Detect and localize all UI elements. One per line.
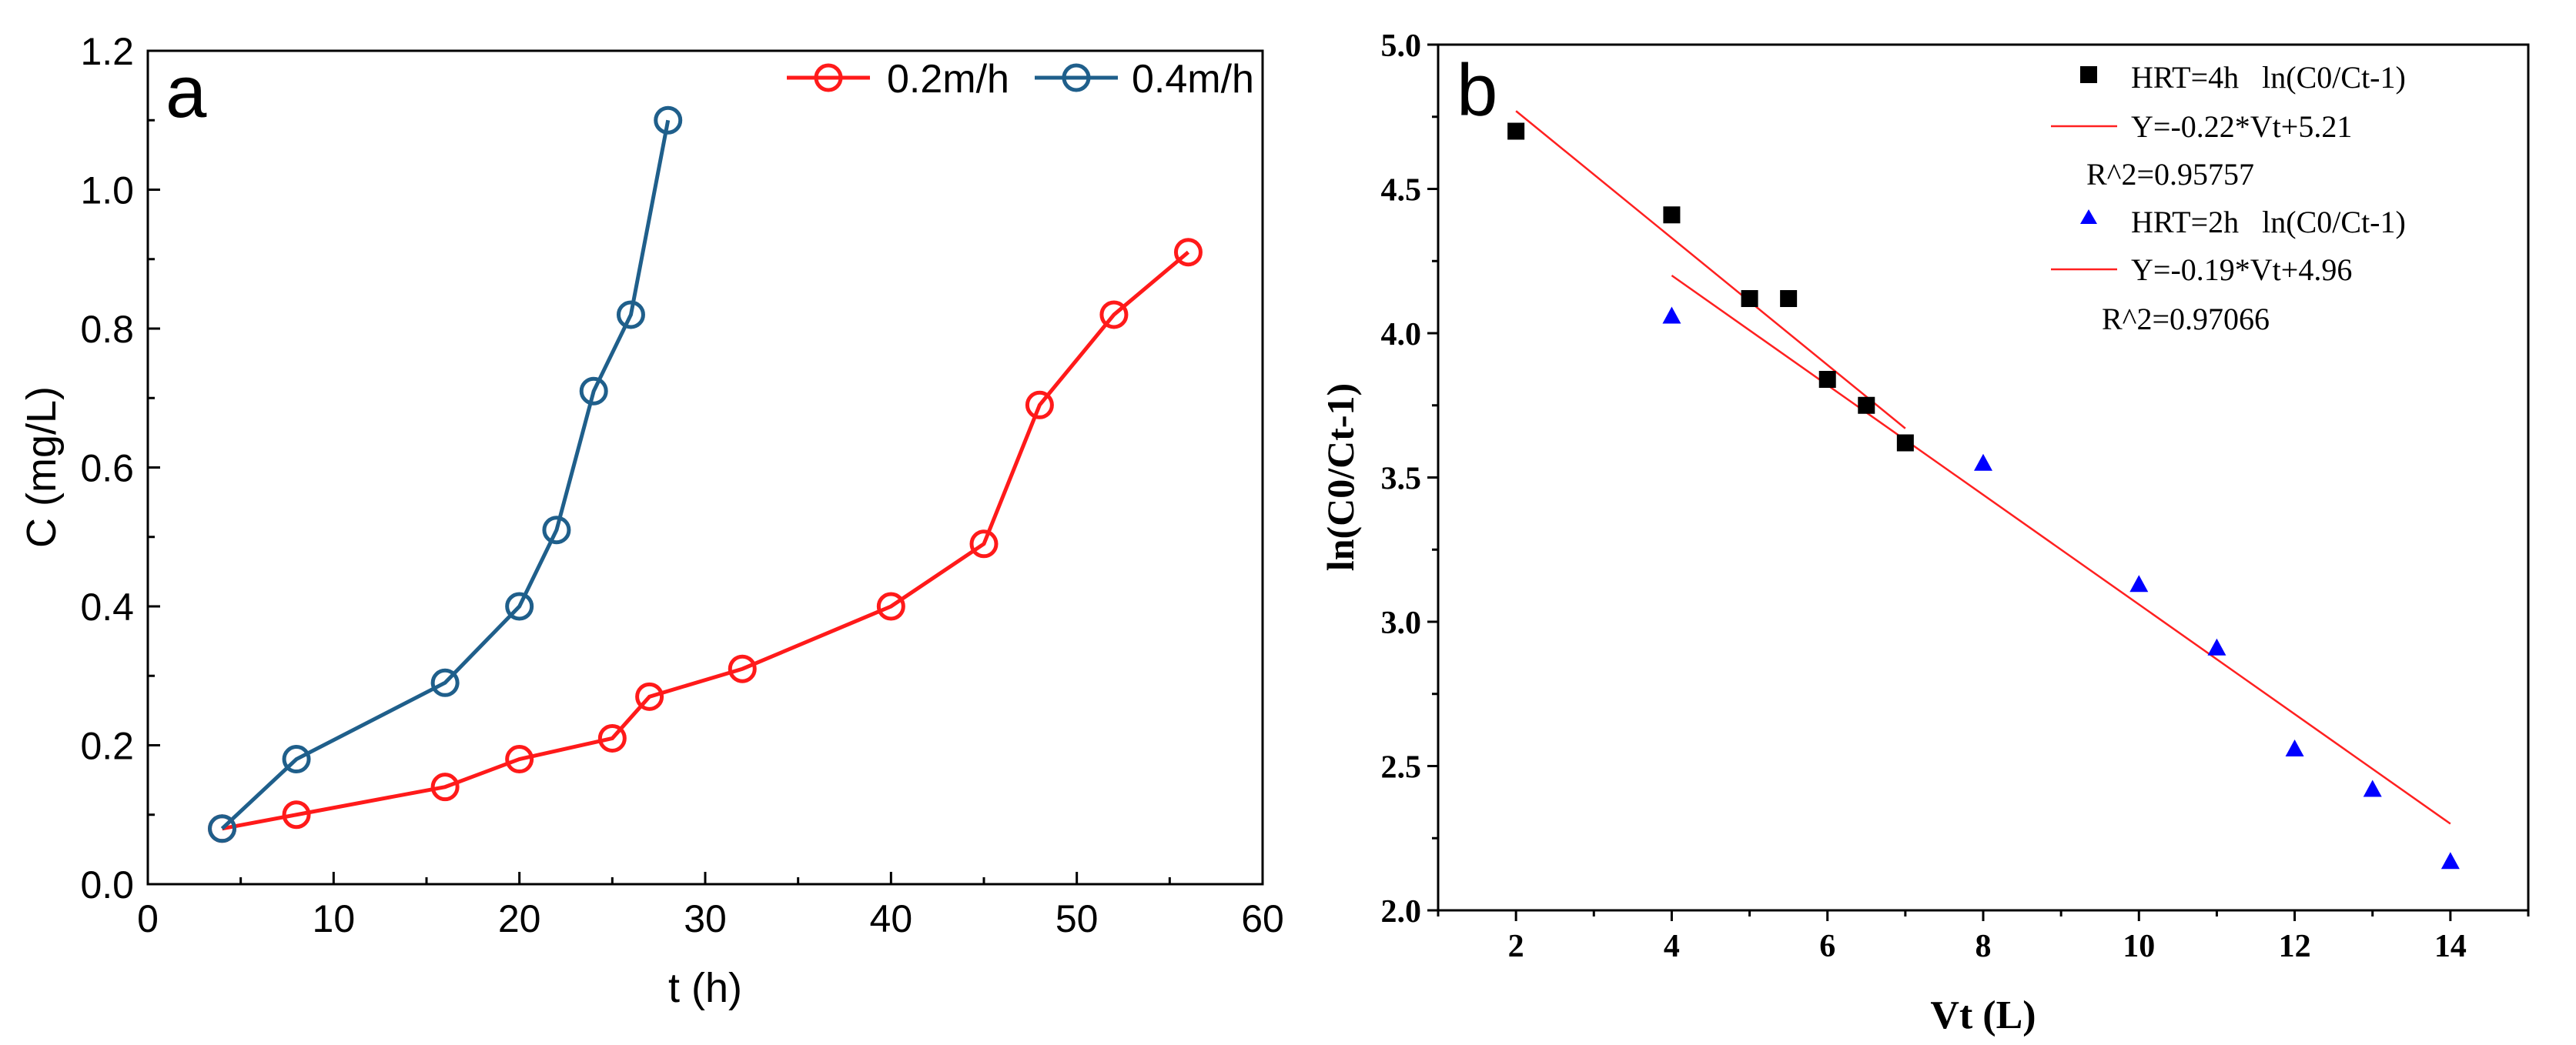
chart-b-x-tick-label: 14 — [2434, 929, 2467, 964]
data-point-0.4m/h — [430, 668, 460, 697]
chart-a-x-tick-label: 20 — [498, 897, 541, 940]
data-point-0.2m/h — [597, 723, 627, 753]
chart-b-x-tick-label: 2 — [1508, 929, 1524, 964]
chart-b-panel-label: b — [1457, 49, 1497, 132]
chart-b-x-tick-label: 12 — [2279, 929, 2311, 964]
chart-b-y-tick-label: 3.0 — [1381, 606, 1422, 641]
data-point-hrt2h — [1974, 453, 1992, 471]
data-point-0.2m/h — [282, 800, 311, 830]
fit-line-2 — [1671, 274, 2451, 825]
data-point-0.4m/h — [616, 300, 645, 329]
chart-b-fit-lines — [1515, 110, 2451, 825]
chart-b-ticks: 2 4 6 8 10 12 14 2.0 2.5 3.0 3.5 4.0 4.5 5.0 — [1381, 28, 2530, 964]
data-point-hrt4h — [1896, 434, 1914, 452]
data-point-0.4m/h — [654, 105, 683, 135]
chart-a-x-tick-label: 60 — [1241, 897, 1284, 940]
chart-b-x-tick-label: 4 — [1664, 929, 1680, 964]
data-point-0.2m/h — [876, 592, 905, 621]
chart-b-x-tick-label: 6 — [1819, 929, 1835, 964]
chart-b-y-tick-label: 2.5 — [1381, 750, 1422, 786]
legend-fit-r2-2: R^2=0.97066 — [2102, 302, 2270, 336]
chart-a-legend: 0.2m/h 0.4m/h — [787, 57, 1254, 102]
chart-a-y-tick-label: 0.8 — [80, 308, 134, 351]
chart-b-y-tick-label: 5.0 — [1381, 28, 1422, 64]
legend-fit-equation-1: Y=-0.22*Vt+5.21 — [2131, 109, 2352, 144]
legend-fit-equation-2: Y=-0.19*Vt+4.96 — [2131, 252, 2352, 287]
data-point-hrt4h — [1741, 290, 1758, 307]
data-point-hrt2h — [2363, 780, 2382, 797]
data-point-0.4m/h — [505, 592, 534, 621]
chart-a-y-tick-label: 1.0 — [80, 169, 134, 212]
chart-b-x-tick-label: 10 — [2123, 929, 2155, 964]
data-point-0.2m/h — [1025, 390, 1054, 419]
chart-a-panel-label: a — [166, 51, 207, 133]
data-point-0.2m/h — [728, 654, 757, 683]
fit-line-1 — [1515, 110, 1906, 429]
data-point-hrt4h — [1780, 290, 1798, 307]
data-point-0.2m/h — [969, 529, 999, 559]
chart-a-series-lines — [220, 119, 1190, 831]
chart-a-y-tick-label: 0.0 — [80, 863, 134, 906]
data-point-hrt2h — [2129, 575, 2149, 593]
legend-label-hrt4h: HRT=4h ln(C0/Ct-1) — [2131, 60, 2406, 95]
legend-marker-0.4m/h — [1062, 63, 1091, 92]
legend-label-0.2m/h: 0.2m/h — [887, 57, 1009, 102]
legend-fit-r2-1: R^2=0.95757 — [2086, 157, 2254, 192]
legend-label-hrt2h: HRT=2h ln(C0/Ct-1) — [2131, 205, 2406, 239]
chart-a-x-tick-label: 30 — [684, 897, 727, 940]
chart-b-y-tick-label: 4.5 — [1381, 173, 1422, 209]
data-point-hrt2h — [2285, 740, 2304, 756]
series-line-0.2m/h — [222, 250, 1190, 831]
data-point-0.2m/h — [1099, 300, 1129, 329]
data-point-hrt2h — [2441, 852, 2460, 870]
chart-a-y-tick-label: 1.2 — [80, 30, 134, 73]
data-point-0.4m/h — [542, 516, 571, 545]
chart-a-x-tick-label: 0 — [137, 897, 159, 940]
series-line-0.4m/h — [220, 119, 671, 830]
data-point-0.4m/h — [579, 376, 608, 406]
chart-b-y-axis-label: ln(C0/Ct-1) — [1319, 383, 1362, 571]
chart-a: 0 10 20 30 40 50 60 0.0 0.2 0.4 0.6 0.8 1.0 1.2 a t (… — [18, 30, 1284, 1011]
data-point-0.4m/h — [282, 745, 311, 774]
chart-a-y-tick-label: 0.6 — [80, 447, 134, 490]
data-point-0.2m/h — [635, 682, 664, 711]
legend-label-0.4m/h: 0.4m/h — [1132, 57, 1254, 102]
legend-marker-hrt4h — [2080, 66, 2097, 83]
data-point-0.2m/h — [430, 773, 460, 802]
data-point-hrt4h — [1858, 396, 1875, 414]
chart-a-x-tick-label: 10 — [313, 897, 356, 940]
chart-a-x-tick-label: 50 — [1055, 897, 1099, 940]
data-point-hrt4h — [1507, 122, 1525, 140]
chart-b-plot-frame — [1437, 43, 2530, 912]
chart-b-y-tick-label: 2.0 — [1381, 894, 1422, 930]
chart-a-ticks: 0 10 20 30 40 50 60 0.0 0.2 0.4 0.6 0.8 1.0 1.2 — [80, 30, 1283, 940]
chart-b-y-tick-label: 4.0 — [1381, 317, 1422, 352]
chart-a-x-tick-label: 40 — [870, 897, 913, 940]
data-point-hrt2h — [1662, 306, 1681, 324]
chart-b-legend: HRT=4h ln(C0/Ct-1) Y=-0.22*Vt+5.21 R^2=0… — [2051, 60, 2406, 336]
data-point-0.4m/h — [208, 814, 237, 843]
legend-marker-hrt2h — [2080, 209, 2097, 224]
chart-b-x-tick-label: 8 — [1975, 929, 1992, 964]
chart-a-y-tick-label: 0.2 — [80, 725, 134, 768]
chart-a-x-axis-label: t (h) — [668, 965, 742, 1011]
chart-b-y-tick-label: 3.5 — [1381, 462, 1422, 497]
data-point-0.2m/h — [1173, 238, 1203, 267]
chart-a-plot-frame — [146, 49, 1264, 886]
data-point-hrt4h — [1818, 371, 1836, 388]
data-point-0.2m/h — [505, 745, 534, 774]
legend-marker-0.2m/h — [814, 63, 843, 92]
chart-a-points — [208, 105, 1203, 843]
chart-b: 2 4 6 8 10 12 14 2.0 2.5 3.0 3.5 4.0 4.5 5.0 b Vt (L)… — [1319, 28, 2530, 1037]
data-point-hrt2h — [2207, 638, 2226, 656]
chart-b-points — [1507, 122, 2460, 870]
data-point-hrt4h — [1663, 206, 1681, 224]
chart-a-y-axis-label: C (mg/L) — [18, 386, 65, 548]
chart-a-y-tick-label: 0.4 — [80, 586, 134, 629]
chart-b-x-axis-label: Vt (L) — [1930, 993, 2036, 1037]
